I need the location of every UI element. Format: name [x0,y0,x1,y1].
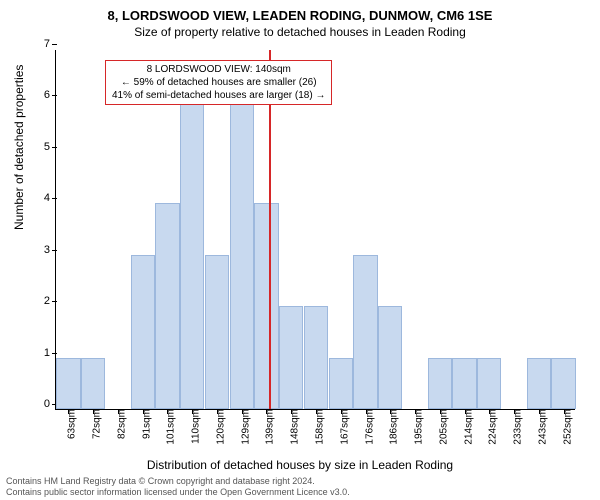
annotation-line1: 8 LORDSWOOD VIEW: 140sqm [112,63,325,76]
histogram-bar [279,306,303,409]
x-tick-mark [539,409,540,414]
x-tick: 158sqm [307,409,326,445]
x-tick: 243sqm [529,409,548,445]
x-tick-mark [68,409,69,414]
x-tick: 233sqm [505,409,524,445]
y-tick: 1 [30,347,56,359]
x-tick: 110sqm [183,409,202,444]
x-tick-mark [415,409,416,414]
chart-title: 8, LORDSWOOD VIEW, LEADEN RODING, DUNMOW… [0,0,600,23]
chart-area: 0123456763sqm72sqm82sqm91sqm101sqm110sqm… [55,50,575,410]
x-tick-mark [192,409,193,414]
histogram-bar [353,255,377,409]
x-tick-mark [390,409,391,414]
x-tick: 167sqm [331,409,350,445]
x-tick: 224sqm [480,409,499,445]
x-axis-label: Distribution of detached houses by size … [0,458,600,472]
y-tick: 0 [30,398,56,410]
x-tick: 214sqm [455,409,474,445]
y-axis-label: Number of detached properties [12,65,26,230]
annotation-line2: ← 59% of detached houses are smaller (26… [112,76,325,89]
annotation-box: 8 LORDSWOOD VIEW: 140sqm ← 59% of detach… [105,60,332,105]
histogram-bar [131,255,155,409]
histogram-bar [254,203,278,409]
x-tick-mark [341,409,342,414]
histogram-bar [81,358,105,409]
y-tick: 2 [30,295,56,307]
histogram-bar [329,358,353,409]
x-tick-mark [465,409,466,414]
x-tick: 176sqm [356,409,375,445]
x-tick-mark [167,409,168,414]
x-tick: 129sqm [232,409,251,445]
x-tick-mark [564,409,565,414]
x-tick-mark [440,409,441,414]
x-tick-mark [118,409,119,414]
histogram-bar [527,358,551,409]
histogram-bar [304,306,328,409]
histogram-bar [477,358,501,409]
y-tick: 7 [30,38,56,50]
x-tick-mark [514,409,515,414]
histogram-bar [452,358,476,409]
x-tick-mark [316,409,317,414]
x-tick: 186sqm [381,409,400,445]
histogram-bar [205,255,229,409]
x-tick: 205sqm [430,409,449,445]
x-tick-mark [217,409,218,414]
x-tick: 120sqm [207,409,226,445]
y-tick: 5 [30,141,56,153]
y-tick: 4 [30,192,56,204]
x-tick-mark [366,409,367,414]
y-tick: 3 [30,244,56,256]
x-tick-mark [242,409,243,414]
footer: Contains HM Land Registry data © Crown c… [6,476,350,498]
histogram-bar [230,100,254,409]
chart-subtitle: Size of property relative to detached ho… [0,23,600,39]
x-tick: 139sqm [257,409,276,445]
x-tick: 195sqm [406,409,425,445]
histogram-bar [155,203,179,409]
histogram-bar [378,306,402,409]
histogram-bar [428,358,452,409]
x-tick: 252sqm [554,409,573,445]
histogram-bar [180,100,204,409]
footer-line2: Contains public sector information licen… [6,487,350,498]
x-tick-mark [93,409,94,414]
y-tick: 6 [30,89,56,101]
x-tick-mark [266,409,267,414]
x-tick-mark [489,409,490,414]
histogram-bar [56,358,80,409]
footer-line1: Contains HM Land Registry data © Crown c… [6,476,350,487]
x-tick-mark [291,409,292,414]
x-tick: 148sqm [282,409,301,445]
histogram-bar [551,358,575,409]
x-tick-mark [143,409,144,414]
x-tick: 101sqm [158,409,177,445]
annotation-line3: 41% of semi-detached houses are larger (… [112,89,325,102]
